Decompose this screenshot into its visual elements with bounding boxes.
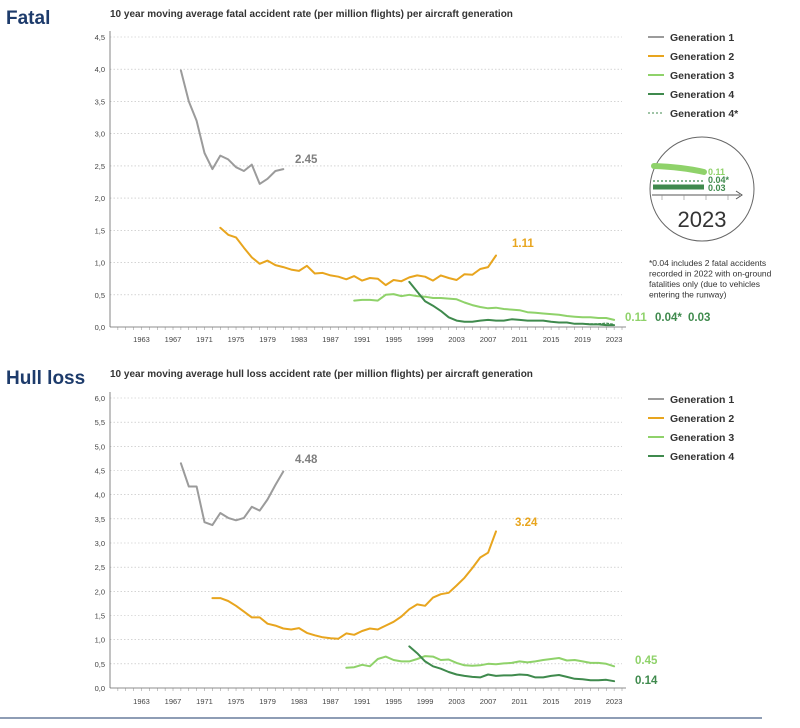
x-tick-label: 2023: [606, 335, 623, 344]
inset-label-gen3: 0.11: [708, 167, 725, 177]
legend-label: Generation 1: [670, 32, 734, 44]
inset-line-gen3: [651, 163, 707, 175]
y-tick-label: 3,0: [95, 130, 105, 139]
x-tick-label: 1987: [322, 697, 339, 706]
series-line-generation-1: [179, 462, 285, 527]
x-tick-label: 1991: [354, 335, 371, 344]
y-tick-label: 4,5: [95, 33, 105, 42]
end-value-label: 0.14: [635, 675, 658, 687]
legend-label: Generation 2: [670, 413, 734, 425]
x-tick-label: 1967: [165, 335, 182, 344]
series-line-generation-4: [408, 645, 616, 683]
x-tick-label: 1963: [133, 697, 150, 706]
y-tick-label: 1,5: [95, 612, 105, 621]
y-tick-label: 0,5: [95, 291, 105, 300]
x-tick-label: 2007: [480, 335, 497, 344]
x-tick-label: 1983: [291, 335, 308, 344]
legend-label: Generation 3: [670, 70, 734, 82]
y-tick-label: 4,0: [95, 65, 105, 74]
y-tick-label: 1,0: [95, 259, 105, 268]
end-value-label: 4.48: [295, 454, 318, 466]
y-tick-label: 2,0: [95, 194, 105, 203]
footnote-line: fatalities only (due to vehicles: [649, 279, 760, 289]
inset-axis-arrow: [735, 190, 743, 200]
x-tick-label: 2015: [543, 697, 560, 706]
x-tick-label: 1991: [354, 697, 371, 706]
y-tick-label: 2,5: [95, 162, 105, 171]
footnote-line: *0.04 includes 2 fatal accidents: [649, 258, 766, 268]
x-tick-label: 2019: [574, 335, 591, 344]
inset-label-gen4-star: 0.04*: [708, 175, 730, 185]
end-value-label: 0.03: [688, 312, 710, 324]
inset-year: 2023: [678, 207, 727, 232]
section-title: Hull loss: [6, 368, 85, 389]
legend-label: Generation 4*: [670, 108, 739, 120]
x-tick-label: 2003: [448, 697, 465, 706]
legend-label: Generation 4: [670, 89, 734, 101]
footnote-line: entering the runway): [649, 290, 727, 300]
y-tick-label: 4,0: [95, 491, 105, 500]
y-tick-label: 0,5: [95, 660, 105, 669]
end-value-label: 0.11: [625, 312, 647, 324]
inset-label-gen4: 0.03: [708, 183, 726, 193]
x-tick-label: 1975: [228, 335, 245, 344]
footnote-line: recorded in 2022 with on-ground: [649, 269, 772, 279]
x-tick-label: 2011: [512, 335, 528, 344]
series-line-generation-3: [345, 655, 616, 669]
x-tick-label: 2015: [543, 335, 560, 344]
x-tick-label: 1971: [196, 335, 213, 344]
y-tick-label: 5,0: [95, 442, 105, 451]
y-tick-label: 0,0: [95, 323, 105, 332]
y-tick-label: 3,5: [95, 515, 105, 524]
end-value-label: 3.24: [515, 517, 538, 529]
x-tick-label: 2023: [606, 697, 623, 706]
x-tick-label: 1963: [133, 335, 150, 344]
end-value-label: 0.04*: [655, 312, 682, 324]
x-tick-label: 1995: [385, 335, 402, 344]
chart-title: 10 year moving average fatal accident ra…: [110, 9, 513, 20]
x-tick-label: 1967: [165, 697, 182, 706]
y-tick-label: 2,0: [95, 587, 105, 596]
series-line-generation-2: [211, 530, 497, 640]
series-line-generation-4-: [574, 322, 615, 325]
y-tick-label: 1,0: [95, 636, 105, 645]
x-tick-label: 1999: [417, 335, 434, 344]
series-line-generation-3: [353, 293, 616, 321]
series-line-generation-2: [219, 226, 497, 287]
y-tick-label: 4,5: [95, 467, 105, 476]
y-tick-label: 2,5: [95, 563, 105, 572]
legend-label: Generation 3: [670, 432, 734, 444]
y-tick-label: 0,0: [95, 684, 105, 693]
y-tick-label: 6,0: [95, 394, 105, 403]
end-value-label: 0.45: [635, 655, 658, 667]
section-title: Fatal: [6, 8, 50, 29]
legend-label: Generation 4: [670, 451, 734, 463]
x-tick-label: 1979: [259, 335, 276, 344]
x-tick-label: 1995: [385, 697, 402, 706]
y-tick-label: 3,5: [95, 97, 105, 106]
x-tick-label: 2003: [448, 335, 465, 344]
x-tick-label: 1983: [291, 697, 308, 706]
y-tick-label: 1,5: [95, 226, 105, 235]
series-line-generation-4: [408, 280, 616, 327]
x-tick-label: 1971: [196, 697, 213, 706]
x-tick-label: 1975: [228, 697, 245, 706]
end-value-label: 2.45: [295, 154, 318, 166]
x-tick-label: 1979: [259, 697, 276, 706]
series-line-generation-1: [179, 69, 285, 185]
y-tick-label: 3,0: [95, 539, 105, 548]
x-tick-label: 2007: [480, 697, 497, 706]
x-tick-label: 2011: [512, 697, 528, 706]
y-tick-label: 5,5: [95, 418, 105, 427]
legend-label: Generation 1: [670, 394, 734, 406]
legend-label: Generation 2: [670, 51, 734, 63]
end-value-label: 1.11: [512, 238, 534, 250]
x-tick-label: 1999: [417, 697, 434, 706]
x-tick-label: 2019: [574, 697, 591, 706]
x-tick-label: 1987: [322, 335, 339, 344]
chart-title: 10 year moving average hull loss acciden…: [110, 369, 533, 380]
